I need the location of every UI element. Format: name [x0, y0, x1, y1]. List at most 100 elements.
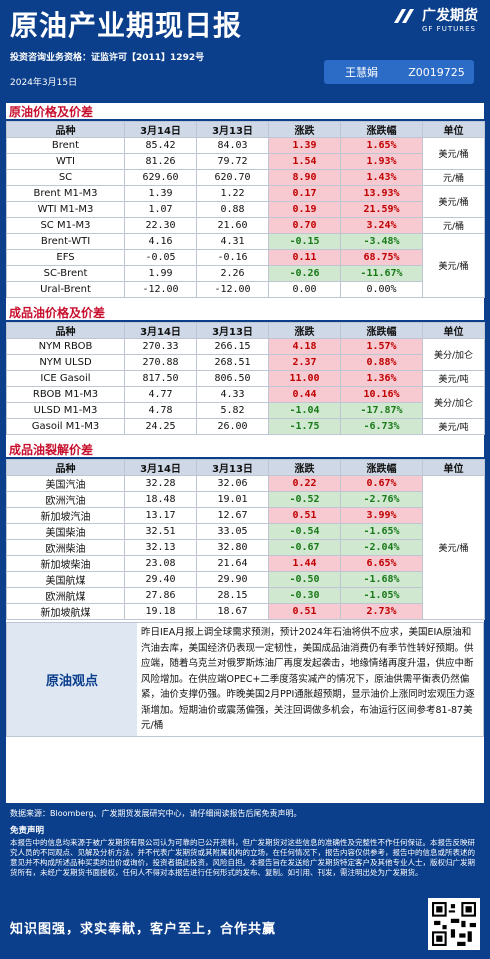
change-value: 0.51: [268, 507, 341, 524]
table-row: 新加坡柴油 23.08 21.64 1.44 6.65%: [6, 555, 485, 572]
report-header: 原油产业期现日报 广发期货 GF FUTURES 投资咨询业务资格：证监许可【2…: [0, 0, 490, 98]
change-percent: 68.75%: [340, 249, 423, 266]
table-row: Brent M1-M3 1.39 1.22 0.17 13.93% 美元/桶: [6, 185, 485, 218]
table-row: 新加坡汽油 13.17 12.67 0.51 3.99%: [6, 507, 485, 524]
col-header: 单位: [422, 322, 485, 339]
price-mar14: 1.99: [124, 265, 197, 282]
col-header: 涨跌幅: [340, 322, 423, 339]
product-name: SC M1-M3: [6, 217, 125, 234]
unit-cell: 美元/桶: [422, 233, 485, 298]
product-name: NYM ULSD: [6, 354, 125, 371]
change-percent: 0.88%: [340, 354, 423, 371]
table-row: RBOB M1-M3 4.77 4.33 0.44 10.16% 美分/加仑: [6, 386, 485, 419]
change-percent: 2.73%: [340, 603, 423, 620]
price-mar14: 32.28: [124, 475, 197, 492]
price-mar13: 79.72: [196, 153, 269, 170]
price-mar13: 5.82: [196, 402, 269, 419]
price-mar14: 22.30: [124, 217, 197, 234]
price-mar13: 2.26: [196, 265, 269, 282]
crude-view-text: 昨日IEA月报上调全球需求预测，预计2024年石油将供不应求，美国EIA原油和汽…: [141, 627, 475, 731]
change-value: 0.70: [268, 217, 341, 234]
product-name: 欧洲汽油: [6, 491, 125, 508]
price-mar14: 23.08: [124, 555, 197, 572]
change-value: -0.52: [268, 491, 341, 508]
table-row: SC 629.60 620.70 8.90 1.43% 元/桶: [6, 169, 485, 186]
product-name: 欧洲航煤: [6, 587, 125, 604]
change-percent: 21.59%: [340, 201, 423, 218]
license-text: 投资咨询业务资格：证监许可【2011】1292号: [10, 53, 205, 63]
table-header-row: 品种 3月14日 3月13日 涨跌 涨跌幅 单位: [6, 459, 485, 476]
product-name: ULSD M1-M3: [6, 402, 125, 419]
product-name: NYM RBOB: [6, 338, 125, 355]
change-percent: -1.65%: [340, 523, 423, 540]
table-row: Brent-WTI 4.16 4.31 -0.15 -3.48% 美元/桶: [6, 233, 485, 298]
product-name: Gasoil M1-M3: [6, 418, 125, 435]
change-value: 0.22: [268, 475, 341, 492]
col-header: 涨跌幅: [340, 459, 423, 476]
col-header: 品种: [6, 459, 125, 476]
price-mar13: 4.31: [196, 233, 269, 250]
change-percent: -2.04%: [340, 539, 423, 556]
products-table: 品种 3月14日 3月13日 涨跌 涨跌幅 单位 NYM RBOB 270.33 2…: [6, 322, 485, 435]
table-row: ICE Gasoil 817.50 806.50 11.00 1.36% 美元/吨: [6, 370, 485, 387]
change-value: 0.51: [268, 603, 341, 620]
unit-cell: 元/桶: [422, 217, 485, 234]
crude-view-label: 原油观点: [7, 623, 137, 736]
price-mar13: 12.67: [196, 507, 269, 524]
product-name: 新加坡柴油: [6, 555, 125, 572]
table-header-row: 品种 3月14日 3月13日 涨跌 涨跌幅 单位: [6, 322, 485, 339]
change-value: 0.17: [268, 185, 341, 202]
analyst-id: Z0019725: [408, 65, 465, 79]
price-mar14: 19.18: [124, 603, 197, 620]
crude-table: 品种 3月14日 3月13日 涨跌 涨跌幅 单位 Brent 85.42 84.03…: [6, 121, 485, 298]
col-header: 涨跌幅: [340, 121, 423, 138]
change-value: 0.19: [268, 201, 341, 218]
disclaimer: 免责声明 本报告中的信息均来源于被广发期货有限公司认为可靠的已公开资料，但广发期…: [10, 826, 480, 878]
col-header: 3月14日: [124, 322, 197, 339]
price-mar13: 18.67: [196, 603, 269, 620]
disclaimer-text: 本报告中的信息均来源于被广发期货有限公司认为可靠的已公开资料，但广发期货对这些信…: [10, 838, 475, 877]
change-percent: 0.00%: [340, 281, 423, 298]
change-value: 0.00: [268, 281, 341, 298]
product-name: 美国柴油: [6, 523, 125, 540]
cracks-table-body: 美国汽油 32.28 32.06 0.22 0.67% 美元/桶 欧洲汽油 18.48 19.0…: [6, 475, 485, 620]
disclaimer-title: 免责声明: [10, 826, 45, 836]
table-row: SC-Brent 1.99 2.26 -0.26 -11.67%: [6, 265, 485, 282]
table-row: Brent 85.42 84.03 1.39 1.65% 美元/桶: [6, 137, 485, 170]
change-value: -0.30: [268, 587, 341, 604]
qr-code-icon[interactable]: [428, 898, 480, 950]
section-title-cracks: 成品油裂解价差: [6, 441, 484, 459]
price-mar14: 32.13: [124, 539, 197, 556]
change-percent: 3.24%: [340, 217, 423, 234]
price-mar14: 270.88: [124, 354, 197, 371]
change-value: 1.39: [268, 137, 341, 154]
price-mar14: 13.17: [124, 507, 197, 524]
unit-cell: 美元/吨: [422, 418, 485, 435]
col-header: 涨跌: [268, 322, 341, 339]
section-title-crude: 原油价格及价差: [6, 103, 484, 121]
table-row: ULSD M1-M3 4.78 5.82 -1.04 -17.87%: [6, 402, 485, 419]
col-header: 品种: [6, 121, 125, 138]
change-percent: 1.36%: [340, 370, 423, 387]
change-percent: -1.05%: [340, 587, 423, 604]
col-header: 3月13日: [196, 459, 269, 476]
col-header: 3月13日: [196, 121, 269, 138]
table-row: 美国汽油 32.28 32.06 0.22 0.67% 美元/桶: [6, 475, 485, 620]
logo-subtext: GF FUTURES: [422, 25, 476, 33]
change-value: 0.11: [268, 249, 341, 266]
price-mar13: 4.33: [196, 386, 269, 403]
product-name: SC: [6, 169, 125, 186]
change-percent: -3.48%: [340, 233, 423, 250]
table-row: 欧洲航煤 27.86 28.15 -0.30 -1.05%: [6, 587, 485, 604]
col-header: 品种: [6, 322, 125, 339]
col-header: 3月14日: [124, 459, 197, 476]
change-percent: 1.93%: [340, 153, 423, 170]
unit-cell: 美元/桶: [422, 475, 485, 620]
change-value: 2.37: [268, 354, 341, 371]
gf-logo-icon: [394, 9, 414, 23]
company-logo: 广发期货 GF FUTURES: [392, 5, 478, 33]
price-mar14: 817.50: [124, 370, 197, 387]
price-mar14: 32.51: [124, 523, 197, 540]
crude-table-body: Brent 85.42 84.03 1.39 1.65% 美元/桶 WTI 81.26 79.7…: [6, 137, 485, 298]
unit-cell: 美元/吨: [422, 370, 485, 387]
